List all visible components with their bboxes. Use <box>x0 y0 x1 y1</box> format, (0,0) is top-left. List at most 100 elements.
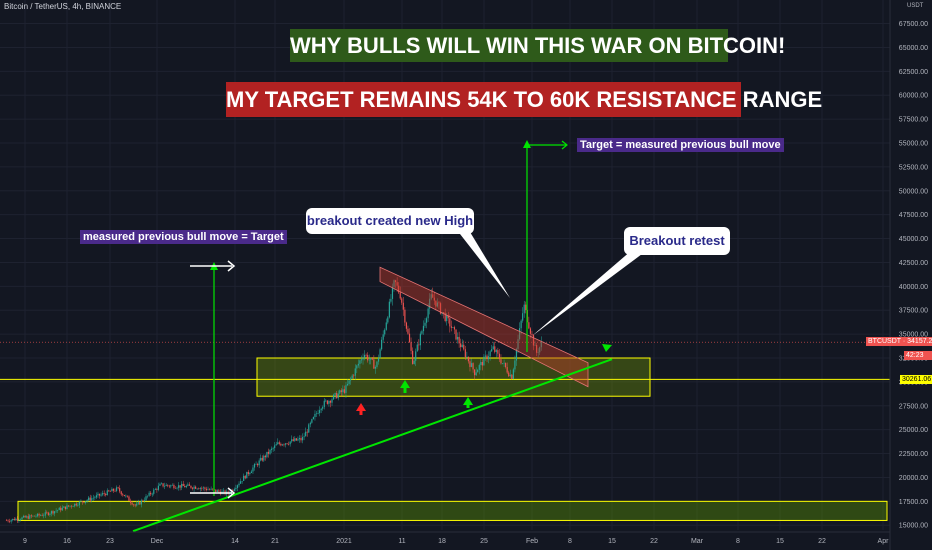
y-tick-label: 52500.00 <box>899 164 928 171</box>
candle-body <box>117 487 119 489</box>
candle-body <box>218 490 220 492</box>
candle-body <box>323 400 325 407</box>
candle-body <box>187 484 189 486</box>
candle-body <box>469 361 471 367</box>
candle-body <box>381 339 383 350</box>
x-tick-label: Apr <box>878 538 890 545</box>
candle-body <box>363 354 366 358</box>
candle-body <box>275 444 277 446</box>
candle-body <box>112 488 115 491</box>
y-tick-label: 35000.00 <box>899 332 928 339</box>
candle-body <box>283 444 285 446</box>
candle-body <box>405 322 408 329</box>
x-tick-label: 9 <box>23 538 27 545</box>
candle-body <box>77 505 79 506</box>
candle-body <box>253 464 256 468</box>
candle-body <box>368 359 370 361</box>
chart-symbol-header[interactable]: Bitcoin / TetherUS, 4h, BINANCE <box>4 2 122 11</box>
candle-body <box>534 345 536 346</box>
y-tick-label: 22500.00 <box>899 451 928 458</box>
candle-body <box>71 505 73 507</box>
x-tick-label: 15 <box>776 538 784 545</box>
candle-body <box>129 500 132 503</box>
candle-body <box>531 333 533 336</box>
candle-body <box>145 496 147 501</box>
candle-body <box>205 488 208 491</box>
candle-body <box>126 495 129 497</box>
right-target-note: Target = measured previous bull move <box>577 138 784 152</box>
candle-body <box>394 280 397 283</box>
candle-body <box>472 363 474 370</box>
candle-body <box>202 487 204 489</box>
candle-body <box>215 489 217 492</box>
candle-body <box>109 491 111 492</box>
grid <box>0 0 890 530</box>
candle-body <box>329 401 332 403</box>
candle-body <box>69 505 71 507</box>
candle-body <box>159 483 161 486</box>
candle-body <box>339 390 341 394</box>
y-tick-label: 67500.00 <box>899 21 928 28</box>
candle-body <box>421 331 423 334</box>
candle-body <box>86 500 88 502</box>
candle-body <box>195 486 197 489</box>
candle-body <box>229 493 231 495</box>
x-tick-label: 22 <box>650 538 658 545</box>
candle-body <box>354 368 356 376</box>
candle-body <box>162 483 164 487</box>
candle-body <box>289 441 291 445</box>
candle-body <box>264 455 266 458</box>
current-price-label: BTCUSDT · 34157.25 <box>866 337 932 346</box>
green-arrow-2 <box>463 397 473 405</box>
candle-body <box>385 322 387 330</box>
candle-body <box>505 362 507 368</box>
candle-body <box>173 484 175 489</box>
candle-body <box>10 520 12 522</box>
candle-body <box>122 494 124 496</box>
candle-body <box>232 490 234 491</box>
candle-body <box>267 451 270 454</box>
candle-body <box>176 487 178 489</box>
candle-body <box>111 488 113 492</box>
candle-body <box>365 354 367 356</box>
candle-body <box>106 490 108 496</box>
candle-body <box>477 369 479 373</box>
candle-body <box>38 513 40 516</box>
candle-body <box>33 515 36 517</box>
candle-body <box>382 334 384 340</box>
candle-body <box>340 390 342 393</box>
candle-body <box>427 308 429 319</box>
candle-body <box>201 488 203 489</box>
candle-body <box>250 471 253 473</box>
candle-body <box>47 512 49 515</box>
candle-body <box>452 327 454 328</box>
candle-body <box>398 285 400 293</box>
candle-body <box>94 497 96 499</box>
y-tick-label: 20000.00 <box>899 475 928 482</box>
candle-body <box>447 315 449 319</box>
candle-body <box>443 312 445 313</box>
candle-body <box>21 517 23 520</box>
right-measure-arrowhead <box>523 140 531 148</box>
x-axis: 9 16 23 Dec 14 21 2021 11 18 25 Feb 8 15 22 Mar 8 15 22 Ap… <box>0 531 890 545</box>
candle-body <box>345 385 347 393</box>
candle-body <box>503 362 505 364</box>
candle-body <box>36 513 39 517</box>
candle-body <box>528 322 530 329</box>
candle-body <box>49 513 51 515</box>
candle-body <box>277 442 279 445</box>
y-tick-label: 50000.00 <box>899 188 928 195</box>
candle-body <box>413 360 415 364</box>
candle-body <box>75 503 77 506</box>
candle-body <box>401 298 403 303</box>
candle-body <box>7 520 9 522</box>
candle-body <box>489 351 491 357</box>
x-tick-label: Feb <box>526 538 538 545</box>
x-tick-label: 2021 <box>336 538 352 545</box>
candle-body <box>322 406 324 409</box>
candle-body <box>475 372 477 376</box>
candle-body <box>171 484 173 486</box>
candle-body <box>233 489 235 491</box>
green-arrow-2-stem <box>466 404 470 408</box>
